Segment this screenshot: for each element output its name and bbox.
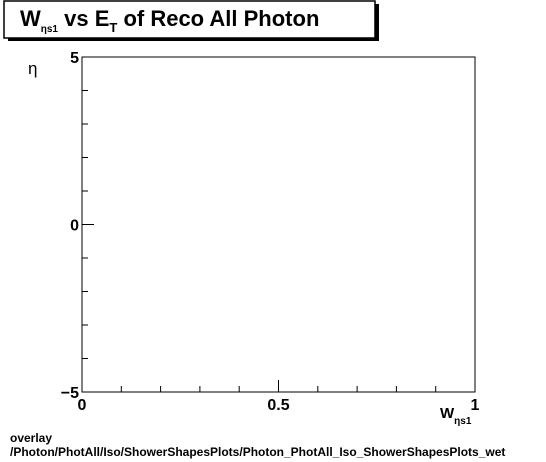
title-sub-eta: ηs1 xyxy=(41,24,59,35)
y-axis-label: η xyxy=(28,59,37,78)
x-axis-tick-labels: 0 0.5 1 xyxy=(78,397,480,414)
x-axis-ticks xyxy=(81,380,476,392)
title-box xyxy=(3,0,376,39)
plot-frame xyxy=(81,56,476,393)
y-axis-ticks xyxy=(82,56,94,393)
footer-line-2: /Photon/PhotAll/Iso/ShowerShapesPlots/Ph… xyxy=(10,445,506,459)
x-tick-label: 0 xyxy=(78,397,87,414)
chart-title: Wηs1 vs ET of Reco All Photon xyxy=(20,6,319,35)
footer-line-1: overlay xyxy=(10,431,53,445)
y-tick-label: 0 xyxy=(70,218,79,235)
title-sub-t: T xyxy=(109,20,117,35)
y-tick-label: −5 xyxy=(61,385,79,402)
x-axis-label-sub: ηs1 xyxy=(454,416,472,427)
x-tick-label: 1 xyxy=(471,397,480,414)
y-tick-label: 5 xyxy=(70,50,79,67)
y-axis-tick-labels: 5 0 −5 xyxy=(61,50,79,402)
footer-caption: overlay /Photon/PhotAll/Iso/ShowerShapes… xyxy=(10,431,505,459)
title-part-w: W xyxy=(20,6,41,31)
x-tick-label: 0.5 xyxy=(267,397,289,414)
x-axis-label: Wηs1 xyxy=(440,405,472,427)
title-part-rest: of Reco All Photon xyxy=(117,6,319,31)
x-axis-label-main: W xyxy=(440,405,455,422)
chart: Wηs1 vs ET of Reco All Photon 0 0.5 1 50−5… xyxy=(3,0,480,427)
title-part-vs: vs E xyxy=(58,6,109,31)
